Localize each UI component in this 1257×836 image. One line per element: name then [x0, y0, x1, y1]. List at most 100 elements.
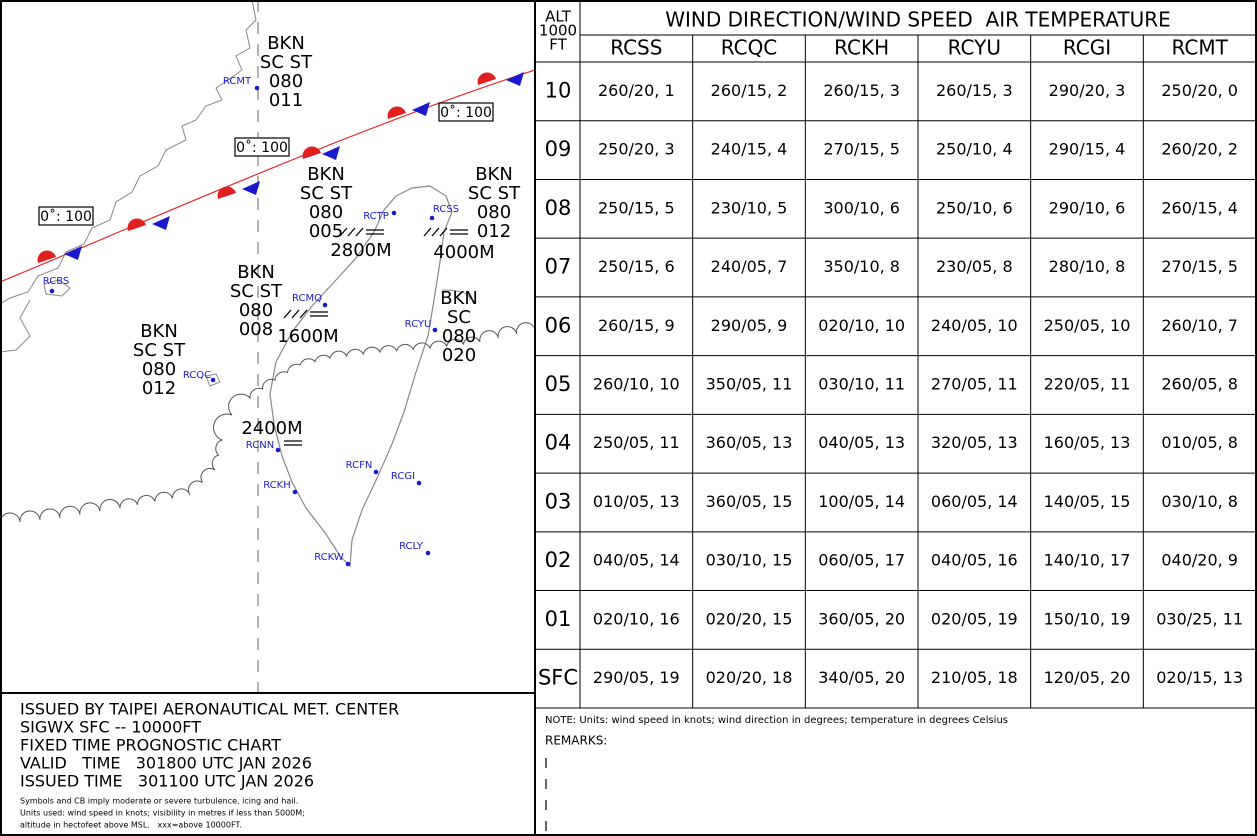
- warm-front-symbol: [37, 250, 56, 263]
- remarks: REMARKS:: [545, 734, 607, 748]
- wind-temp-cell: 290/05, 19: [593, 668, 680, 687]
- column-header: RCSS: [610, 36, 662, 60]
- wind-temp-cell: 210/05, 18: [931, 668, 1018, 687]
- wind-temp-cell: 010/05, 13: [593, 492, 680, 511]
- station-dot: [254, 85, 260, 91]
- wind-temp-cell: 030/10, 15: [706, 551, 793, 570]
- cold-front-symbol: [322, 146, 340, 160]
- footer-line: FIXED TIME PROGNOSTIC CHART: [20, 736, 281, 755]
- table-title: WIND DIRECTION/WIND SPEED AIR TEMPERATUR…: [665, 8, 1171, 32]
- wind-temp-cell: 020/20, 18: [706, 668, 793, 687]
- freezing-level-box: [38, 206, 94, 226]
- altitude: 03: [545, 489, 572, 513]
- mist-symbol: [339, 227, 348, 237]
- wind-temp-cell: 040/05, 16: [931, 551, 1018, 570]
- wind-temp-cell: 120/05, 20: [1044, 668, 1131, 687]
- wind-temp-cell: 040/20, 9: [1161, 551, 1238, 570]
- wind-temp-cell: 260/20, 1: [598, 81, 675, 100]
- station-dot: [49, 288, 55, 294]
- station-label: RCQC: [183, 370, 211, 381]
- wind-temp-cell: 030/25, 11: [1156, 609, 1243, 628]
- wind-temp-cell: 250/05, 10: [1044, 316, 1131, 335]
- cloud-annotation: 080: [239, 300, 273, 321]
- alt-header: FT: [549, 36, 567, 54]
- cloud-annotation: SC ST: [260, 52, 313, 73]
- freezing-level-box: [438, 102, 494, 122]
- cloud-annotation: 012: [477, 221, 511, 242]
- freezing-level: 0˚: 100: [440, 104, 492, 121]
- warm-front-symbol: [302, 146, 321, 159]
- wind-temp-cell: 020/15, 13: [1156, 668, 1243, 687]
- wind-temp-cell: 230/05, 8: [936, 257, 1013, 276]
- mist-symbol: [355, 227, 364, 237]
- wind-temp-cell: 260/15, 3: [823, 81, 900, 100]
- island: [441, 289, 471, 301]
- cloud-annotation: 080: [142, 359, 176, 380]
- cloud-annotation: SC ST: [300, 183, 353, 204]
- station-dot: [391, 210, 397, 216]
- front-symbols: [37, 72, 524, 263]
- wind-temp-cell: 020/10, 16: [593, 609, 680, 628]
- mist-symbol: [439, 227, 448, 237]
- cold-front-symbol: [152, 216, 170, 230]
- table-border: [534, 0, 1257, 836]
- station-dot: [345, 561, 351, 567]
- footer-note: Units used: wind speed in knots; visibil…: [20, 809, 305, 818]
- cloud-annotation: 011: [269, 90, 303, 111]
- wind-temp-cell: 350/05, 11: [706, 375, 793, 394]
- wind-temp-cell: 360/05, 15: [706, 492, 793, 511]
- wind-temp-cell: 040/05, 13: [818, 433, 905, 452]
- wind-temp-cell: 040/05, 14: [593, 551, 680, 570]
- station-label: RCGI: [391, 471, 415, 482]
- wind-temp-cell: 260/15, 2: [711, 81, 788, 100]
- wind-temp-cell: 270/05, 11: [931, 375, 1018, 394]
- station-label: RCFN: [346, 460, 373, 471]
- wind-temp-cell: 250/15, 5: [598, 198, 675, 217]
- wind-temp-cell: 290/20, 3: [1049, 81, 1126, 100]
- station-dot: [432, 327, 438, 333]
- visibility: 2400M: [241, 418, 302, 439]
- visibility: 2800M: [330, 240, 391, 261]
- cloud-boundary: [0, 322, 536, 524]
- wind-temp-cell: 260/15, 4: [1161, 198, 1238, 217]
- wind-temp-cell: 010/05, 8: [1161, 433, 1238, 452]
- altitude: 05: [545, 372, 572, 396]
- cold-front-symbol: [412, 102, 430, 116]
- wind-temp-cell: 020/10, 10: [818, 316, 905, 335]
- cloud-annotation: BKN: [267, 33, 305, 54]
- cloud-annotation: SC: [447, 307, 471, 328]
- column-header: RCQC: [721, 36, 778, 60]
- warm-front-symbol: [387, 106, 406, 119]
- wind-temp-cell: 260/15, 3: [936, 81, 1013, 100]
- cold-front-symbol: [64, 246, 82, 260]
- warm-front-symbol: [127, 218, 146, 231]
- visibility: 4000M: [433, 242, 494, 263]
- cloud-annotation: BKN: [440, 288, 478, 309]
- station-dot: [292, 489, 298, 495]
- cloud-annotation: BKN: [475, 164, 513, 185]
- wind-temp-cell: 260/10, 10: [593, 375, 680, 394]
- warm-front-symbol: [477, 72, 496, 85]
- altitude: 10: [545, 78, 572, 102]
- wind-temp-cell: 250/05, 11: [593, 433, 680, 452]
- wind-temp-cell: 100/05, 14: [818, 492, 905, 511]
- alt-header: ALT: [545, 8, 572, 26]
- station-dot: [429, 215, 435, 221]
- freezing-level: 0˚: 100: [236, 139, 288, 156]
- footer-note: Symbols and CB imply moderate or severe …: [20, 797, 298, 806]
- wind-temp-cell: 250/15, 6: [598, 257, 675, 276]
- warm-front-symbol: [217, 186, 236, 199]
- column-header: RCMT: [1171, 36, 1228, 60]
- wind-temp-cell: 320/05, 13: [931, 433, 1018, 452]
- station-dot: [416, 480, 422, 486]
- wind-temp-cell: 140/10, 17: [1044, 551, 1131, 570]
- coastline: [0, 299, 31, 353]
- wind-temp-cell: 220/05, 11: [1044, 375, 1131, 394]
- altitude: 02: [545, 548, 572, 572]
- wind-temp-cell: 270/15, 5: [823, 140, 900, 159]
- station-label: RCMQ: [292, 293, 322, 304]
- wind-temp-cell: 030/10, 8: [1161, 492, 1238, 511]
- cloud-annotation: BKN: [140, 321, 178, 342]
- footer-line: VALID TIME 301800 UTC JAN 2026: [20, 754, 312, 773]
